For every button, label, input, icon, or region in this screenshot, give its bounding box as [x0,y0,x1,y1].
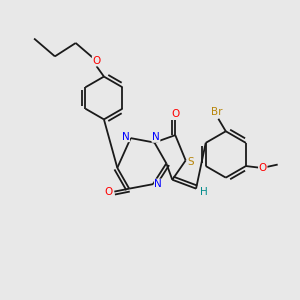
Text: S: S [188,157,194,167]
Text: O: O [171,109,179,119]
Text: O: O [92,56,101,66]
Text: N: N [122,132,130,142]
Text: O: O [259,163,267,172]
Text: Br: Br [211,107,223,117]
Text: N: N [154,179,162,189]
Text: H: H [200,187,207,196]
Text: O: O [104,187,112,196]
Text: N: N [152,132,160,142]
